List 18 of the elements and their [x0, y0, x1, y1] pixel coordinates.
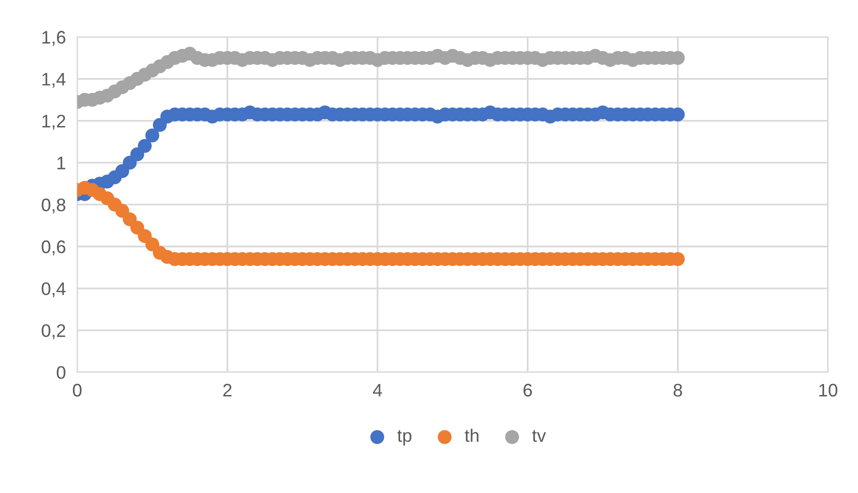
legend-label: th [464, 428, 478, 442]
y-tick-label: 1,4 [42, 73, 66, 88]
x-tick-label: 0 [72, 384, 82, 397]
y-tick-label: 1,2 [42, 114, 66, 130]
x-tick-label: 2 [223, 384, 232, 396]
y-tick-label: 0,2 [42, 324, 66, 340]
y-tick-label: 0 [56, 366, 66, 379]
x-tick-label: 10 [819, 384, 838, 397]
x-tick-label: 6 [524, 384, 532, 397]
legend-label: tv [532, 430, 546, 442]
y-tick-label: 0,6 [42, 240, 66, 256]
legend-label: tp [397, 430, 412, 446]
y-tick-label: 1,6 [42, 30, 66, 46]
y-tick-label: 0,8 [42, 198, 66, 214]
y-tick-label: 1 [57, 156, 66, 170]
y-tick-label: 0,4 [42, 282, 66, 298]
x-tick-label: 8 [674, 384, 682, 397]
x-tick-label: 4 [372, 384, 382, 396]
